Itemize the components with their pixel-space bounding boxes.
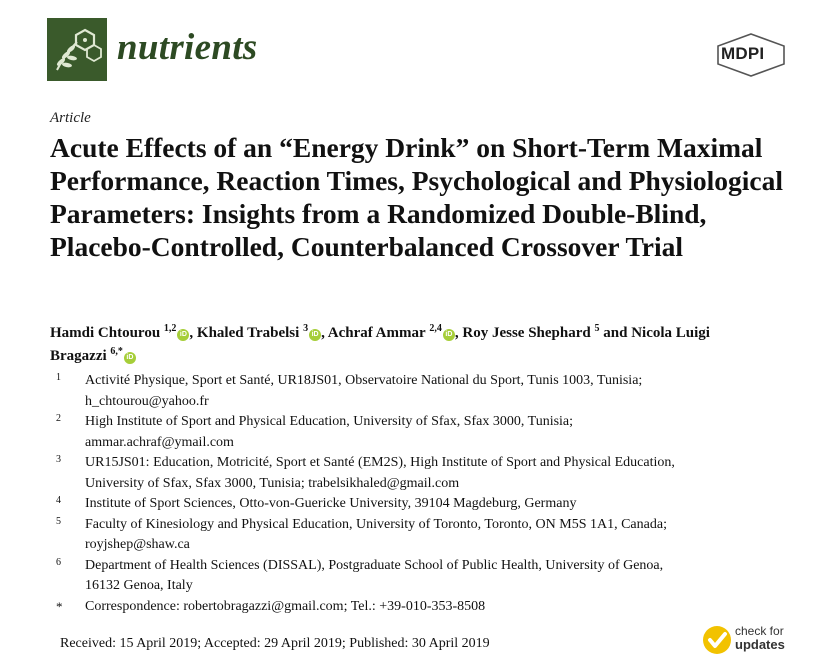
- author-affiliation-marker: 1,2: [163, 323, 177, 334]
- author: Nicola Luigi Bragazzi 6,*iD: [50, 325, 710, 364]
- affiliation-number: *: [56, 598, 63, 614]
- affiliation-number: 5: [56, 515, 61, 527]
- affiliation-number: 2: [56, 413, 61, 424]
- affiliation-number: 4: [56, 495, 61, 506]
- orcid-icon[interactable]: iD: [177, 329, 190, 341]
- orcid-icon[interactable]: iD: [123, 352, 136, 364]
- affiliation-line: royjshep@shaw.ca: [85, 537, 190, 552]
- author-name: Khaled Trabelsi: [196, 325, 300, 341]
- journal-name: nutrients: [117, 27, 258, 68]
- author-name: Nicola Luigi Bragazzi: [50, 325, 710, 364]
- affiliation: 3 UR15JS01: Education, Motricité, Sport e…: [50, 453, 790, 494]
- affiliation-line: Institute of Sport Sciences, Otto-von-Gu…: [85, 496, 577, 511]
- affiliation: 5 Faculty of Kinesiology and Physical Edu…: [50, 515, 790, 556]
- affiliation-line: Faculty of Kinesiology and Physical Educ…: [85, 516, 667, 532]
- affiliation-number: 3: [56, 454, 61, 465]
- affiliation-line: Correspondence: robertobragazzi@gmail.co…: [85, 598, 486, 614]
- journal-logo-icon: [47, 18, 107, 81]
- check-for-updates-badge[interactable]: check for updates: [701, 622, 791, 658]
- affiliation-line: UR15JS01: Education, Motricité, Sport et…: [85, 455, 675, 470]
- check-for-updates-line1: check for: [735, 624, 784, 638]
- author-name: Achraf Ammar: [327, 325, 426, 341]
- author-affiliation-marker: 3: [303, 323, 309, 334]
- author-separator: ,: [189, 325, 197, 341]
- author: Hamdi Chtourou 1,2iD: [50, 323, 190, 341]
- affiliation: 6 Department of Health Sciences (DISSAL),…: [50, 556, 790, 597]
- publication-dates: Received: 15 April 2019; Accepted: 29 Ap…: [60, 636, 490, 651]
- author-affiliation-marker: 5: [594, 323, 600, 334]
- author: Roy Jesse Shephard 5: [462, 323, 600, 342]
- publisher-logo-icon: [717, 33, 785, 77]
- publisher-logo: MDPI: [714, 32, 788, 78]
- affiliation-line: Activité Physique, Sport et Santé, UR18J…: [85, 373, 643, 388]
- check-for-updates-line2: updates: [735, 637, 785, 652]
- author-separator: ,: [454, 325, 463, 341]
- author-separator: and: [599, 325, 632, 341]
- author-affiliation-marker: 6,*: [110, 346, 123, 357]
- affiliation: 1 Activité Physique, Sport et Santé, UR18…: [50, 371, 790, 412]
- author-affiliation-marker: 2,4: [429, 323, 442, 334]
- author: Achraf Ammar 2,4iD: [327, 323, 455, 341]
- affiliation-number: 6: [56, 556, 61, 568]
- author-separator: ,: [321, 325, 328, 341]
- correspondence: * Correspondence: robertobragazzi@gmail.c…: [50, 597, 790, 618]
- affiliation: 2 High Institute of Sport and Physical Ed…: [50, 412, 790, 453]
- author-name: Hamdi Chtourou: [50, 325, 161, 341]
- affiliation-line: ammar.achraf@ymail.com: [85, 434, 234, 450]
- affiliation-line: 16132 Genoa, Italy: [85, 578, 193, 593]
- check-for-updates-icon: [703, 626, 731, 654]
- orcid-icon[interactable]: iD: [442, 329, 455, 341]
- affiliation-line: Department of Health Sciences (DISSAL), …: [85, 557, 664, 573]
- author-name: Roy Jesse Shephard: [462, 325, 591, 341]
- affiliation: 4 Institute of Sport Sciences, Otto-von-G…: [50, 494, 790, 515]
- affiliation-list: 1 Activité Physique, Sport et Santé, UR18…: [50, 371, 790, 617]
- publisher-logo-text: MDPI: [721, 44, 765, 63]
- author: Khaled Trabelsi 3iD: [196, 323, 322, 341]
- author-list: Hamdi Chtourou 1,2iD, Khaled Trabelsi 3i…: [50, 322, 780, 368]
- affiliation-number: 1: [56, 372, 61, 383]
- affiliation-line: University of Sfax, Sfax 3000, Tunisia; …: [85, 475, 460, 491]
- article-type: Article: [50, 110, 91, 126]
- orcid-icon[interactable]: iD: [309, 329, 322, 341]
- affiliation-line: High Institute of Sport and Physical Edu…: [85, 414, 574, 429]
- affiliation-line: h_chtourou@yahoo.fr: [85, 393, 209, 409]
- article-title: Acute Effects of an “Energy Drink” on Sh…: [50, 132, 784, 262]
